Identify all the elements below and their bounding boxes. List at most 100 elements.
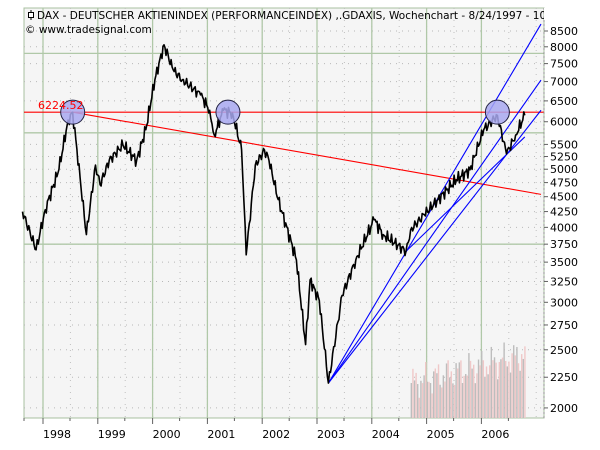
volume-bar [517,363,520,418]
volume-bar [465,374,467,418]
volume-bar [468,353,470,418]
chart-title: DAX - DEUTSCHER AKTIENINDEX (PERFORMANCE… [37,10,594,22]
y-tick-label: 2750 [550,319,578,332]
volume-bar [495,362,497,418]
volume-bar [497,379,499,418]
x-tick-label: 2006 [481,428,509,441]
volume-bar [477,359,480,418]
volume-bar [450,371,453,418]
volume-bar [473,364,475,418]
y-tick-label: 4500 [550,191,578,204]
header: DAX - DEUTSCHER AKTIENINDEX (PERFORMANCE… [25,10,594,36]
volume-bar [457,368,459,418]
volume-bar [484,376,486,418]
volume-bar [415,372,417,418]
volume-bar [479,365,481,418]
volume-bar [420,380,422,418]
volume-bar [447,360,449,418]
volume-bar [444,381,446,418]
y-tick-label: 8000 [550,41,578,54]
volume-bar [418,397,421,418]
volume-bar [513,345,515,418]
highlight-circle [60,99,86,125]
trendline [327,79,542,384]
volume-bar [500,359,502,418]
volume-bar [461,383,464,418]
volume-bar [516,346,518,418]
volume-bar [481,350,483,418]
y-tick-label: 3500 [550,256,578,269]
volume-bar [441,387,443,418]
volume-bar [514,355,517,418]
volume-bar [417,384,419,418]
volume-bar [436,373,438,418]
volume-bar [428,381,430,418]
x-tick-label: 2000 [153,428,181,441]
volume-bar [511,353,513,418]
x-tick-label: 1998 [43,428,71,441]
volume-bar [524,346,526,418]
volume-bar [429,383,432,418]
volume-bar [490,346,493,418]
volume-bar [426,381,429,418]
volume-bar [463,375,465,418]
volume-bar [452,383,454,418]
volume-bar [410,383,413,418]
x-tick-label: 1999 [98,428,126,441]
y-axis: 2000 2250 2500 2750 3000 3250 3500 3750 4000 4250… [543,8,578,418]
y-tick-label: 4250 [550,206,578,219]
volume-bar [442,375,445,418]
volume-bar [458,362,461,418]
price-series [21,44,526,384]
volume-bar [412,368,414,418]
volume-bar [501,357,504,418]
highlight-circles [60,99,510,125]
volume-bar [476,373,478,418]
grid [24,8,544,418]
x-tick-label: 2002 [262,428,290,441]
volume-bar [431,393,433,418]
volume-bar [492,360,494,418]
volume-bars [410,342,526,418]
y-tick-label: 5250 [550,151,578,164]
x-tick-label: 2005 [427,428,455,441]
volume-bar [498,361,501,418]
y-tick-label: 4000 [550,221,578,234]
highlight-circle [215,99,241,125]
volume-bar [506,366,509,418]
horizontal-line-label: 6224.52 [38,99,84,112]
volume-bar [493,357,496,418]
x-tick-label: 2003 [317,428,345,441]
volume-bar [522,358,525,418]
y-tick-label: 2000 [550,402,578,415]
volume-bar [521,354,523,418]
x-axis: 1998 1999 2000 2001 2002 2003 2004 2005 2006 [23,418,509,441]
y-tick-label: 5500 [550,138,578,151]
volume-bar [449,377,451,418]
volume-bar [453,384,456,418]
volume-bar [519,370,521,418]
trendline [405,136,526,252]
y-tick-label: 7000 [550,76,578,89]
volume-bar [434,368,437,418]
volume-bar [509,372,512,418]
volume-bar [471,368,473,418]
volume-bar [487,374,489,418]
y-tick-label: 8500 [550,25,578,38]
volume-bar [485,366,488,418]
y-tick-label: 5000 [550,163,578,176]
y-tick-label: 3750 [550,238,578,251]
volume-bar [413,380,416,418]
x-tick-label: 2004 [372,428,400,441]
title-clip [544,8,600,20]
volume-bar [433,371,435,418]
volume-bar [445,363,448,418]
highlight-circle [484,99,510,125]
y-tick-label: 3250 [550,275,578,288]
candlestick-icon [28,10,34,20]
volume-bar [508,361,510,418]
price-line [21,44,526,384]
volume-bar [489,365,491,418]
y-tick-label: 6000 [550,116,578,129]
